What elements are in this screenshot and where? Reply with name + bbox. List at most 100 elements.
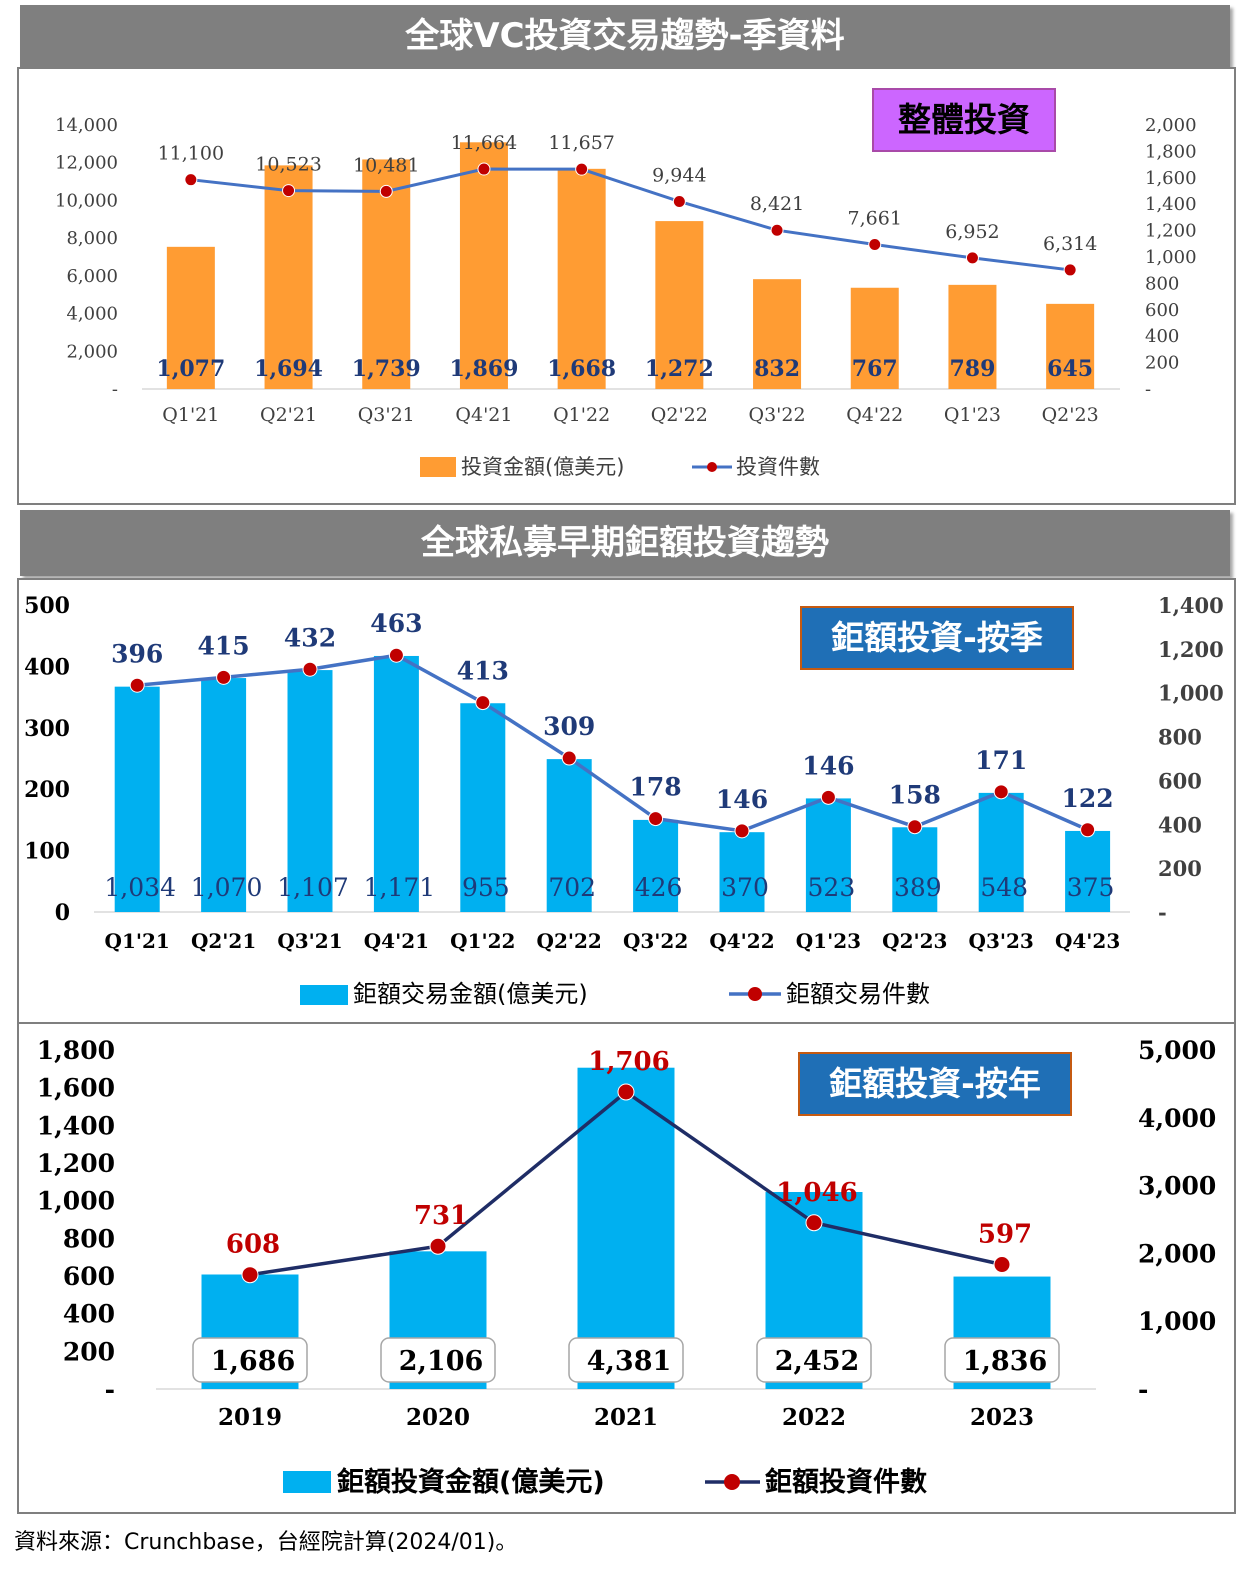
chart1-y-tick: 10,000 bbox=[55, 190, 118, 211]
chart2-bar bbox=[633, 819, 679, 912]
chart3-point bbox=[617, 1083, 635, 1101]
chart1-y-tick: 2,000 bbox=[66, 341, 118, 362]
chart1-bar-label: 645 bbox=[1047, 356, 1093, 382]
chart3-y-tick: 1,000 bbox=[37, 1187, 115, 1216]
chart3-x-tick: 2022 bbox=[782, 1404, 846, 1431]
chart3-y-tick: 400 bbox=[63, 1300, 115, 1329]
chart3-value-label: 731 bbox=[414, 1201, 468, 1231]
chart3-count-box bbox=[192, 1337, 308, 1383]
chart2-bar bbox=[978, 792, 1024, 912]
chart2-count-label: 523 bbox=[808, 873, 856, 902]
chart2-y2-tick: 200 bbox=[1158, 856, 1202, 881]
chart1-x-tick: Q1'21 bbox=[162, 404, 219, 426]
chart1-bar bbox=[459, 142, 508, 389]
chart2-y2-tick: 800 bbox=[1158, 725, 1202, 750]
chart2-value-label: 396 bbox=[111, 639, 163, 668]
chart1-x-tick: Q3'21 bbox=[358, 404, 415, 426]
chart1-line-label: 11,664 bbox=[451, 132, 517, 154]
chart1-line-label: 10,481 bbox=[353, 154, 419, 176]
chart3-y2-tick: 4,000 bbox=[1138, 1104, 1216, 1133]
chart2-bar bbox=[373, 655, 419, 912]
chart2-y-tick: 500 bbox=[24, 593, 70, 619]
chart1-line-label: 8,421 bbox=[750, 193, 804, 215]
chart1-legend-bar-label: 投資金額(億美元) bbox=[461, 455, 624, 479]
chart1-x-tick: Q2'23 bbox=[1042, 404, 1099, 426]
chart3-value-label: 597 bbox=[978, 1220, 1032, 1250]
chart2-y2-tick: 1,200 bbox=[1158, 637, 1224, 662]
chart1-x-tick: Q4'22 bbox=[846, 404, 903, 426]
chart3-badge: 鉅額投資-按年 bbox=[798, 1052, 1072, 1116]
chart2-value-label: 178 bbox=[630, 773, 682, 802]
chart1-bar-label: 1,272 bbox=[645, 356, 714, 382]
chart1-bar-label: 832 bbox=[754, 356, 800, 382]
chart1-point bbox=[575, 162, 589, 176]
section2-title: 全球私募早期鉅額投資趨勢 bbox=[20, 510, 1230, 576]
chart1-y2-tick: 200 bbox=[1145, 353, 1179, 374]
chart3-y-tick: 1,200 bbox=[37, 1149, 115, 1178]
chart2-count-label: 955 bbox=[462, 873, 510, 902]
chart2-bar bbox=[114, 686, 160, 912]
chart1-point bbox=[1063, 263, 1077, 277]
chart2-bar bbox=[201, 678, 247, 912]
chart2-count-label: 1,034 bbox=[104, 873, 176, 902]
chart1-badge: 整體投資 bbox=[872, 88, 1056, 152]
chart1-point bbox=[282, 184, 296, 198]
chart1-bar bbox=[655, 221, 704, 389]
chart2-bar bbox=[892, 827, 938, 912]
chart2-x-tick: Q3'22 bbox=[623, 929, 688, 953]
chart3-point bbox=[993, 1256, 1011, 1274]
chart2-count-label: 702 bbox=[548, 873, 596, 902]
chart2-count-label: 1,107 bbox=[277, 873, 349, 902]
chart3-y2-tick: 2,000 bbox=[1138, 1239, 1216, 1268]
chart1-y-tick: 6,000 bbox=[66, 266, 118, 287]
chart1-point bbox=[477, 162, 491, 176]
chart1-point bbox=[184, 173, 198, 187]
chart3-point bbox=[805, 1214, 823, 1232]
chart3-x-tick: 2020 bbox=[406, 1404, 470, 1431]
chart2-x-tick: Q4'21 bbox=[364, 929, 429, 953]
chart1-x-tick: Q3'22 bbox=[749, 404, 806, 426]
chart2-count-label: 1,070 bbox=[191, 873, 263, 902]
chart2-value-label: 432 bbox=[284, 623, 336, 652]
chart1-y2-tick: 1,000 bbox=[1145, 247, 1197, 268]
chart3-count-label: 4,381 bbox=[587, 1346, 672, 1377]
chart2-point bbox=[561, 750, 577, 766]
chart2-y-tick: 100 bbox=[24, 839, 70, 865]
chart2-y2-tick: 600 bbox=[1158, 768, 1202, 793]
chart2-count-label: 370 bbox=[721, 873, 769, 902]
chart1-y2-tick: 2,000 bbox=[1145, 115, 1197, 136]
chart1-y2-tick: 1,400 bbox=[1145, 194, 1197, 215]
chart2-x-tick: Q2'22 bbox=[537, 929, 602, 953]
chart1-line bbox=[190, 167, 1071, 272]
chart1-point bbox=[965, 251, 979, 265]
chart2-bar bbox=[546, 759, 592, 912]
chart1-bar bbox=[753, 279, 802, 389]
chart2-x-tick: Q1'23 bbox=[796, 929, 861, 953]
chart3-count-box bbox=[944, 1337, 1060, 1383]
chart2-x-tick: Q3'21 bbox=[277, 929, 342, 953]
chart1-y-tick: 4,000 bbox=[66, 304, 118, 325]
chart2-value-label: 171 bbox=[975, 746, 1027, 775]
chart3-count-label: 2,452 bbox=[775, 1346, 860, 1377]
chart2-point bbox=[993, 784, 1009, 800]
chart3-count-label: 1,686 bbox=[211, 1346, 296, 1377]
chart1-y-tick: 8,000 bbox=[66, 228, 118, 249]
chart2-count-label: 389 bbox=[894, 873, 942, 902]
chart1-line-label: 6,314 bbox=[1043, 233, 1097, 255]
chart1-y2-tick: 1,800 bbox=[1145, 141, 1197, 162]
chart1-bar bbox=[264, 165, 313, 389]
chart1-y2-tick: 1,600 bbox=[1145, 168, 1197, 189]
chart3-x-tick: 2023 bbox=[970, 1404, 1034, 1431]
chart2-value-label: 309 bbox=[543, 712, 595, 741]
chart1-y2-tick: 800 bbox=[1145, 273, 1179, 294]
chart3-x-tick: 2021 bbox=[594, 1404, 658, 1431]
chart1-bar-label: 1,694 bbox=[254, 356, 323, 382]
chart2-y-tick: 0 bbox=[55, 900, 70, 926]
chart1-line-label: 9,944 bbox=[652, 164, 706, 186]
chart1-y2-tick: 400 bbox=[1145, 326, 1179, 347]
chart2-value-label: 146 bbox=[716, 785, 768, 814]
chart2-point bbox=[907, 819, 923, 835]
chart2-bar bbox=[805, 798, 851, 912]
chart2-legend-bar-label: 鉅額交易金額(億美元) bbox=[353, 980, 588, 1008]
chart1-x-tick: Q2'21 bbox=[260, 404, 317, 426]
